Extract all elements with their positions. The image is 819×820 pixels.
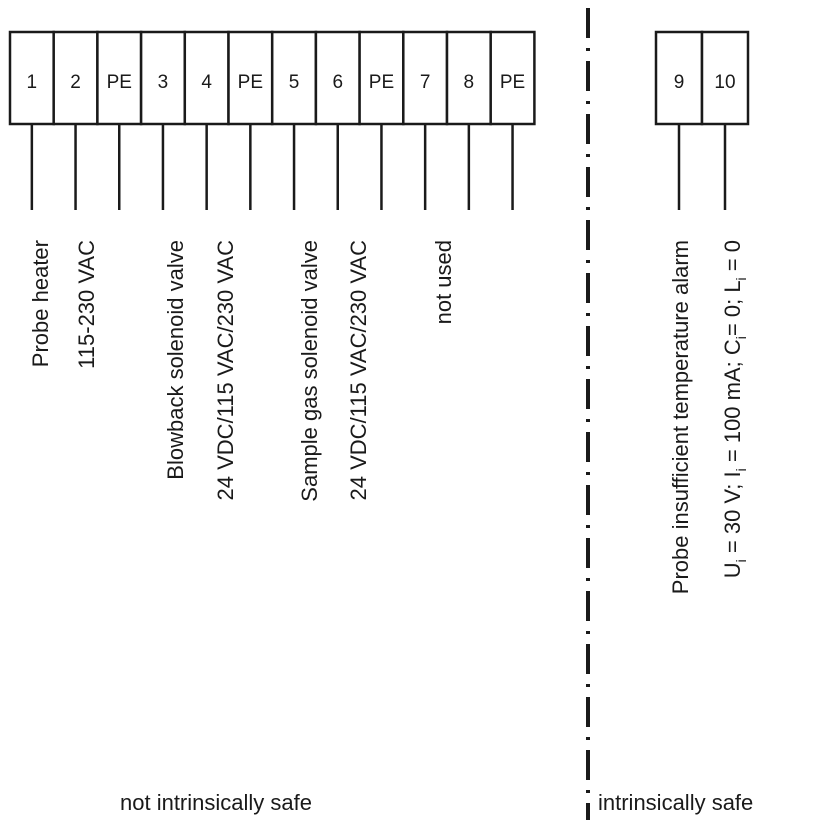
terminal-4: 4 [183, 30, 230, 210]
param-sub-2: i [733, 468, 749, 471]
terminal-label: 10 [714, 72, 735, 93]
terminal-box [52, 30, 99, 126]
terminal-box [489, 30, 536, 126]
terminal-pe: PE [489, 30, 536, 210]
terminal-label: 8 [464, 72, 475, 93]
terminal-1: 1 [8, 30, 55, 210]
terminal-9: 9 [654, 30, 704, 210]
label-not-used: not used [431, 240, 456, 324]
label-temperature-alarm: Probe insufficient temperature alarm [668, 240, 693, 594]
terminal-6: 6 [314, 30, 361, 210]
terminal-label: 4 [201, 72, 212, 93]
label-probe-heater-voltage: 115-230 VAC [74, 240, 99, 369]
param-i-value: = 100 mA; C [720, 339, 745, 468]
zone-label-not-intrinsically-safe: not intrinsically safe [120, 790, 312, 815]
terminal-strip-non-is: 1 2 PE 3 4 PE 5 6 PE 7 8 PE [8, 30, 536, 210]
terminal-2: 2 [52, 30, 99, 210]
terminal-pe: PE [358, 30, 405, 210]
terminal-strip-is: 9 10 [654, 30, 750, 210]
label-blowback-voltage: 24 VDC/115 VAC/230 VAC [213, 240, 238, 501]
terminal-label: PE [369, 72, 394, 93]
param-l-value: = 0 [720, 240, 745, 277]
param-u-value: = 30 V; I [720, 471, 745, 559]
param-u: U [720, 562, 745, 578]
terminal-label: PE [500, 72, 525, 93]
terminal-8: 8 [445, 30, 492, 210]
terminal-label: PE [238, 72, 263, 93]
terminal-label: 2 [70, 72, 81, 93]
terminal-label: 5 [289, 72, 300, 93]
terminal-label: 7 [420, 72, 431, 93]
terminal-label: PE [107, 72, 132, 93]
zone-label-intrinsically-safe: intrinsically safe [598, 790, 753, 815]
terminal-3: 3 [139, 30, 187, 210]
terminal-box [96, 30, 143, 126]
terminal-pe: PE [227, 30, 274, 210]
label-probe-heater: Probe heater [28, 240, 53, 367]
label-is-parameters: Ui = 30 V; Ii = 100 mA; Ci= 0; Li = 0 [720, 240, 749, 578]
param-sub-3: i [733, 336, 749, 339]
terminal-label: 9 [674, 72, 685, 93]
terminal-5: 5 [270, 30, 318, 210]
terminal-label: 6 [332, 72, 343, 93]
terminal-pe: PE [96, 30, 143, 210]
param-sub-4: i [733, 277, 749, 280]
terminal-10: 10 [700, 30, 750, 210]
terminal-label: 3 [158, 72, 169, 93]
param-c-value: = 0; L [720, 280, 745, 336]
label-sample-gas-voltage: 24 VDC/115 VAC/230 VAC [346, 240, 371, 501]
terminal-7: 7 [402, 30, 449, 210]
param-sub-1: i [733, 559, 749, 562]
label-sample-gas-valve: Sample gas solenoid valve [297, 240, 322, 502]
terminal-box [700, 30, 750, 126]
terminal-label: 1 [27, 72, 38, 93]
label-blowback-valve: Blowback solenoid valve [163, 240, 188, 480]
